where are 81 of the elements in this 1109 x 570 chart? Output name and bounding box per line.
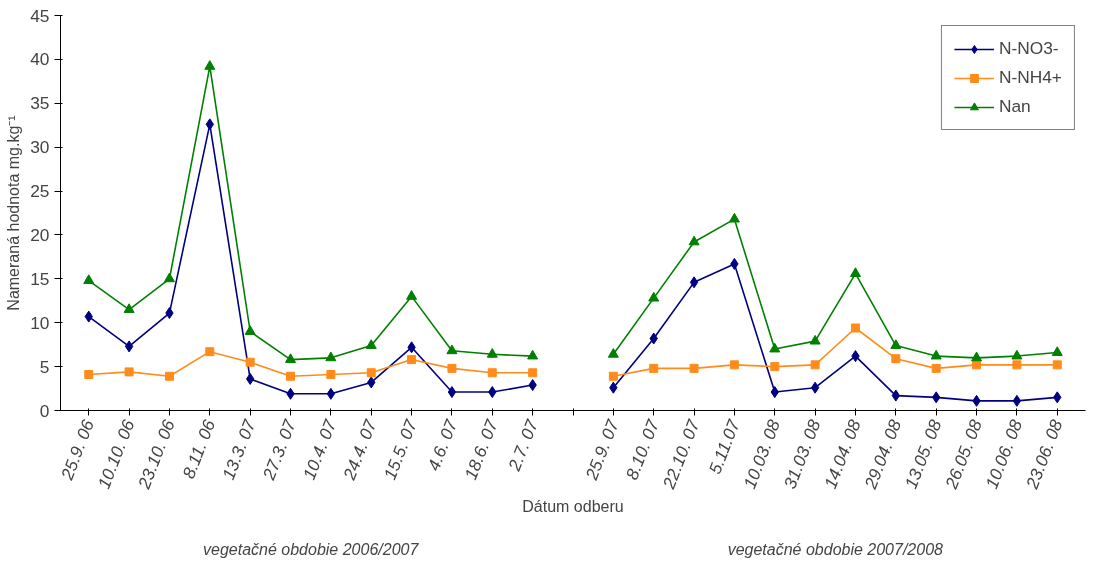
point [971,351,983,362]
x-tick-label: 24.4. 07 [338,415,382,484]
point [890,339,902,349]
point [728,212,740,223]
point [487,368,497,378]
point [326,370,336,380]
point [729,360,739,370]
y-tick-label: 0 [39,400,50,421]
point [1011,349,1023,360]
point [528,368,538,378]
point [446,344,458,355]
point [205,347,215,357]
point [124,367,134,377]
y-axis-title: Nameraná hodnota mg.kg⁻¹ [5,115,23,311]
y-tick-label: 45 [30,5,50,26]
point [608,371,618,381]
point [245,357,255,367]
text: vegetačné obdobie 2006/2007 [203,541,420,559]
point [770,362,780,372]
point [527,349,539,360]
point [688,235,700,246]
point [891,354,901,364]
point [286,371,296,381]
point [123,303,135,313]
x-axis-title: Dátum odberu [522,498,624,516]
y-tick-label: 30 [30,137,50,158]
point [164,371,174,381]
x-tick-label: 18.6. 07 [460,415,503,483]
y-tick-label: 35 [30,93,50,114]
y-tick-label: 25 [30,181,50,202]
point [407,355,417,365]
point [1051,346,1063,356]
point [809,334,821,345]
point [810,381,820,394]
point [810,360,820,370]
x-tick-label: 27.3. 07 [258,415,301,484]
x-tick-label: 2.7. 07 [503,415,543,475]
legend-label: N-NH4+ [998,67,1062,88]
point [689,276,699,289]
text: vegetačné obdobie 2007/2008 [727,541,944,559]
point [1012,360,1022,370]
point [366,368,376,378]
legend-label: Nan [998,96,1031,117]
point [931,363,941,373]
legend-label: N-NO3- [998,38,1059,59]
point [850,323,860,333]
point [447,386,457,399]
y-tick-label: 15 [30,268,50,289]
point [972,360,982,370]
point [244,325,256,335]
point [689,363,699,373]
point [204,60,216,70]
point [1052,360,1062,370]
x-tick-label: 10.4. 07 [298,415,341,483]
x-tick-label: 15.5. 07 [379,415,422,483]
point [325,351,337,362]
point [607,348,619,358]
point [1012,394,1022,407]
y-tick-label: 10 [30,312,50,333]
point [486,348,498,358]
point [84,370,94,380]
point [447,363,457,373]
point [648,291,660,302]
x-tick-label: 4.6. 07 [423,415,462,474]
point [326,387,336,400]
y-tick-label: 40 [30,49,50,70]
point [163,272,175,283]
point [124,340,134,353]
y-tick-label: 5 [39,356,50,377]
point [285,353,297,363]
x-tick-label: 8.11. 06 [178,416,220,482]
x-tick-label: 13.3. 07 [218,415,260,483]
point [83,274,95,284]
point [365,339,377,349]
x-tick-label: 25.9. 07 [580,415,624,484]
y-tick-label: 20 [30,224,50,245]
point [406,290,418,300]
point [849,267,861,277]
point [930,349,942,360]
point [769,342,781,353]
point [649,363,659,373]
